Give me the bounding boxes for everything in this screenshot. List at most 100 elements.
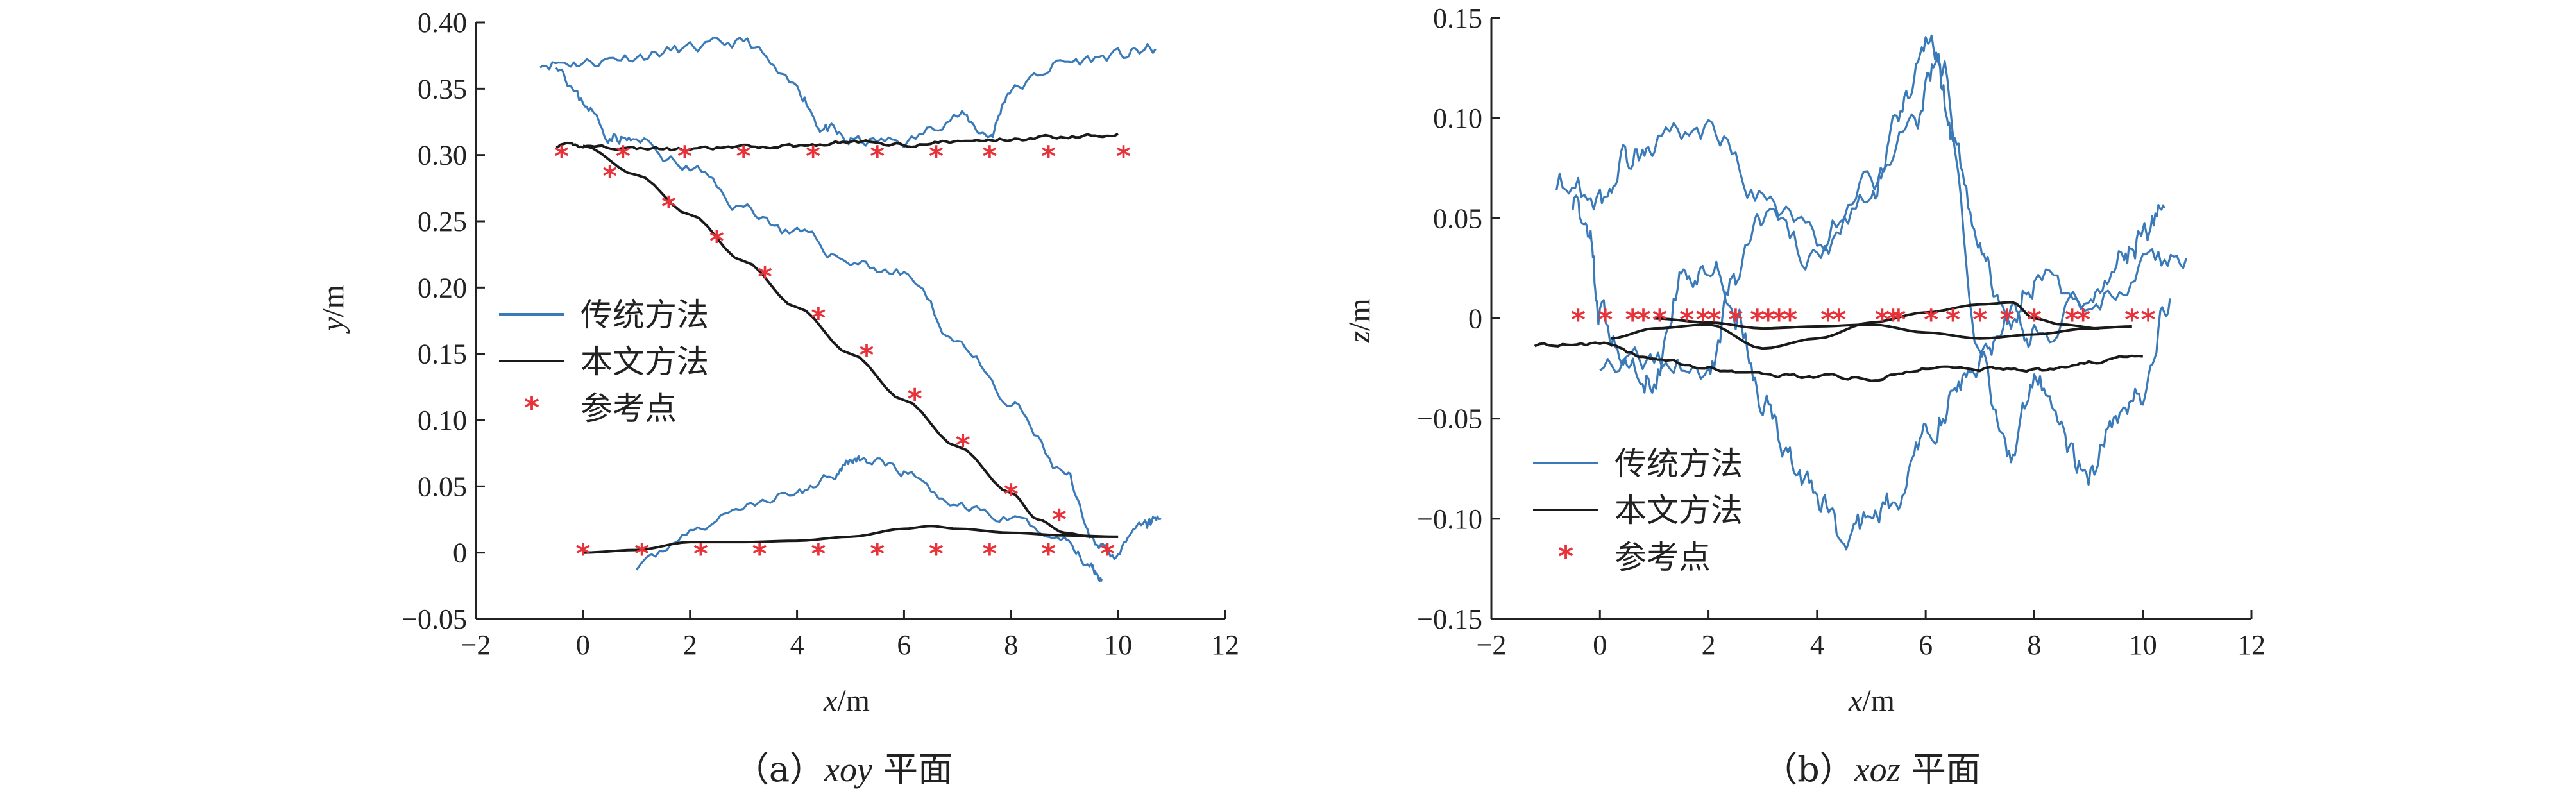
y-tick-label: 0.10 xyxy=(418,405,467,436)
panel-a-reference-points: ********************* * * * * * * * * * xyxy=(554,140,1131,571)
y-tick-label: 0.05 xyxy=(1433,203,1482,234)
reference-point-marker: * xyxy=(693,538,708,571)
reference-point-marker: * xyxy=(1750,304,1765,337)
series-line-traditional xyxy=(539,37,1157,148)
reference-point-marker: * xyxy=(1100,538,1115,571)
reference-point-marker: * xyxy=(929,140,944,173)
reference-point-marker: * xyxy=(736,140,751,173)
legend-label-proposed: 本文方法 xyxy=(1614,492,1743,529)
panel-a-series xyxy=(539,37,1162,582)
panel-a-xoy: ********************* * * * * * * * * * −0.05 0 0.0… xyxy=(316,7,1239,790)
y-tick-label: 0.15 xyxy=(1433,3,1482,34)
reference-point-marker: * xyxy=(1891,304,1906,337)
y-tick-label: 0 xyxy=(1468,303,1482,335)
reference-point-marker: * xyxy=(1972,304,1987,337)
reference-point-marker: * xyxy=(1783,304,1797,337)
reference-point-marker: * xyxy=(2124,304,2139,337)
series-line-proposed xyxy=(1534,341,2143,382)
x-tick-label: 10 xyxy=(2129,629,2157,661)
reference-point-marker: * xyxy=(575,538,590,571)
x-tick-label: 4 xyxy=(790,629,804,661)
x-tick-label: 12 xyxy=(2237,629,2266,661)
reference-point-marker: * xyxy=(1707,304,1722,337)
x-tick-label: 10 xyxy=(1104,629,1132,661)
reference-point-marker: * xyxy=(2076,304,2090,337)
y-tick-label: 0 xyxy=(453,537,467,569)
reference-point-marker: * xyxy=(1636,304,1650,337)
reference-point-marker: * xyxy=(554,140,569,173)
x-tick-label: 6 xyxy=(1919,629,1933,661)
panel-b-axes: −0.15 −0.10 −0.05 0 0.05 0.10 0.15 −2 0 2 4 6 8 10 12 xyxy=(1417,3,2266,661)
x-tick-label: 0 xyxy=(1593,629,1607,661)
reference-point-marker: * xyxy=(2027,304,2042,337)
reference-point-marker: * xyxy=(956,429,970,462)
reference-point-marker: * xyxy=(1831,304,1846,337)
reference-point-marker: * xyxy=(870,538,885,571)
y-tick-label: 0.25 xyxy=(418,206,467,237)
panel-b-ylabel: z/m xyxy=(1343,298,1377,343)
x-tick-label: 8 xyxy=(2027,629,2041,661)
reference-point-marker: * xyxy=(1571,304,1586,337)
legend-label-reference: 参考点 xyxy=(1614,539,1711,576)
y-tick-label: 0.35 xyxy=(418,73,467,105)
legend-label-traditional: 传统方法 xyxy=(1614,445,1743,482)
series-line-traditional xyxy=(1555,58,2166,349)
y-tick-label: −0.10 xyxy=(1417,503,1482,535)
legend-label-traditional: 传统方法 xyxy=(580,296,709,334)
panel-b-series xyxy=(1534,34,2187,551)
series-line-proposed xyxy=(1611,301,2100,350)
y-tick-label: 0.05 xyxy=(418,471,467,502)
reference-point-marker: * xyxy=(677,140,692,173)
panel-a-caption: （a）xoy 平面 xyxy=(734,749,953,790)
legend-marker-reference: * xyxy=(1558,539,1573,574)
panel-a-ylabel: y/m xyxy=(316,285,350,334)
reference-point-marker: * xyxy=(1945,304,1960,337)
reference-point-marker: * xyxy=(1052,503,1067,536)
reference-point-marker: * xyxy=(1625,304,1640,337)
reference-point-marker: * xyxy=(1924,304,1938,337)
series-line-traditional xyxy=(1572,194,2187,551)
series-line-traditional xyxy=(555,67,1162,561)
reference-point-marker: * xyxy=(1772,304,1786,337)
panel-b-xlabel: x/m xyxy=(1848,684,1895,718)
x-tick-label: 6 xyxy=(897,629,911,661)
reference-point-marker: * xyxy=(929,538,944,571)
x-tick-label: 0 xyxy=(576,629,590,661)
reference-point-marker: * xyxy=(908,383,922,416)
series-line-proposed xyxy=(555,132,1119,152)
reference-point-marker: * xyxy=(616,140,631,173)
series-line-proposed xyxy=(1654,317,2132,340)
reference-point-marker: * xyxy=(1652,304,1667,337)
y-tick-label: −0.05 xyxy=(402,604,467,635)
legend-label-reference: 参考点 xyxy=(580,390,677,427)
reference-point-marker: * xyxy=(2000,304,2015,337)
reference-point-marker: * xyxy=(1820,304,1835,337)
reference-point-marker: * xyxy=(1598,304,1613,337)
reference-point-marker: * xyxy=(709,225,724,258)
y-tick-label: −0.15 xyxy=(1417,604,1482,635)
reference-point-marker: * xyxy=(1041,140,1056,173)
y-tick-label: 0.10 xyxy=(1433,103,1482,134)
reference-point-marker: * xyxy=(806,140,820,173)
reference-point-marker: * xyxy=(2065,304,2080,337)
series-line-proposed xyxy=(582,525,1119,554)
reference-point-marker: * xyxy=(1728,304,1743,337)
legend-marker-reference: * xyxy=(524,391,539,425)
panel-b-xoz: * * ** * * ** * **** ** *** * * * * * ** * * −0.15−0.10−0… xyxy=(1343,3,2266,790)
reference-point-marker: * xyxy=(811,538,826,571)
reference-point-marker: * xyxy=(752,538,767,571)
reference-point-marker: * xyxy=(634,538,649,571)
x-tick-label: −2 xyxy=(461,629,491,661)
reference-point-marker: * xyxy=(661,190,676,223)
x-tick-label: 12 xyxy=(1211,629,1239,661)
reference-point-marker: * xyxy=(1004,478,1019,511)
x-tick-label: −2 xyxy=(1477,629,1507,661)
reference-point-marker: * xyxy=(982,140,997,173)
panel-b-reference-points: * * ** * * ** * **** ** *** * * * * * ** * * xyxy=(1571,304,2156,337)
x-tick-label: 2 xyxy=(683,629,697,661)
y-tick-label: 0.40 xyxy=(418,7,467,38)
reference-point-marker: * xyxy=(860,339,874,372)
reference-point-marker: * xyxy=(982,538,997,571)
series-line-proposed xyxy=(582,144,1119,538)
